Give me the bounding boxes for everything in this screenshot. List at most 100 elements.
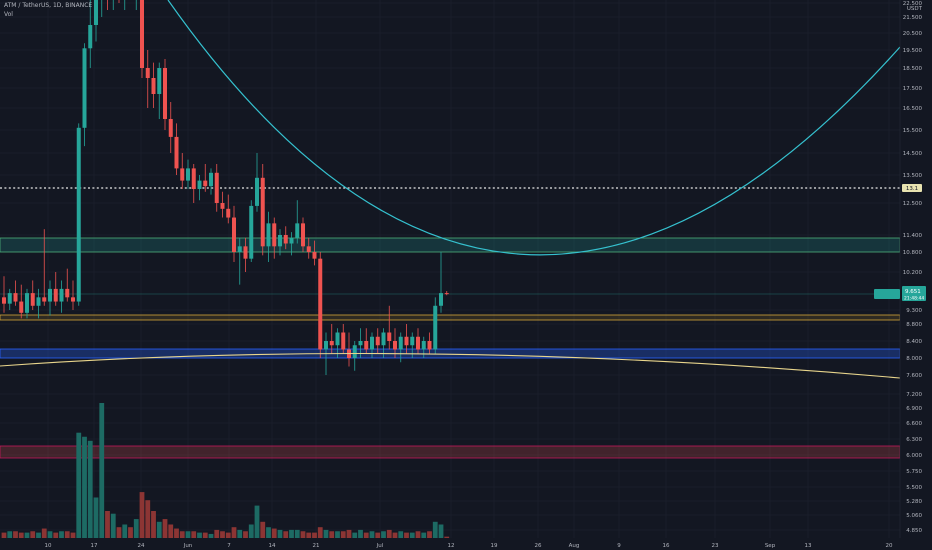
volume-bars: [1, 403, 450, 538]
candle-body: [76, 127, 81, 302]
candle: [2, 276, 6, 313]
candle: [347, 332, 351, 367]
time-tick-label: 14: [269, 543, 276, 549]
volume-bar: [59, 531, 64, 538]
volume-bar: [133, 519, 139, 538]
dotted-level-pill-text: 13.1: [906, 186, 918, 192]
volume-bar: [208, 533, 214, 538]
chart-legend: ATM / TetherUS, 1D, BINANCE Vol: [4, 1, 92, 19]
volume-bar: [283, 531, 289, 538]
volume-bar: [47, 531, 53, 538]
candle-body: [278, 235, 282, 247]
candle-body: [180, 168, 185, 181]
candle-body: [381, 332, 386, 346]
price-tick-label: 8.000: [906, 356, 922, 362]
volume-label[interactable]: Vol: [4, 11, 13, 18]
volume-bar: [70, 532, 76, 538]
time-tick-label: Jun: [183, 543, 193, 549]
time-axis[interactable]: 10 17 24 Jun 7 14 21 Jul 12 19 26 Aug 9 16 23 Sep 13 20: [0, 538, 932, 550]
candle-body: [203, 180, 208, 187]
candle-body: [444, 293, 449, 295]
candle: [329, 324, 334, 354]
candle-body: [48, 288, 52, 302]
price-tick-label: 7.200: [906, 392, 922, 398]
candle-body: [145, 68, 150, 78]
candle: [197, 175, 202, 201]
candle-body: [237, 246, 242, 252]
candle: [118, 0, 120, 3]
dotted-level-pill: [902, 184, 922, 192]
price-tick-label: 22.500: [903, 1, 923, 7]
volume-bar: [404, 532, 409, 538]
candle-body: [387, 332, 392, 341]
candle-body: [272, 223, 277, 247]
time-tick-label: 10: [45, 543, 52, 549]
candle-body: [410, 336, 415, 346]
candle: [186, 159, 190, 189]
volume-bar: [421, 532, 427, 538]
time-tick-label: Jul: [376, 543, 384, 549]
volume-bar: [248, 524, 254, 538]
volume-bar: [191, 531, 197, 538]
candle-body: [318, 258, 323, 350]
volume-bar: [64, 531, 70, 538]
price-axis[interactable]: USDT 22.500 21.500 20.500 19.500 18.500 17.50…: [899, 0, 932, 550]
price-tick-label: 5.060: [906, 513, 922, 519]
candle-body: [2, 297, 6, 304]
volume-bar: [36, 532, 41, 538]
volume-bar: [300, 531, 306, 538]
candle-body: [335, 332, 340, 346]
candle-body: [398, 336, 403, 350]
volume-bar: [329, 531, 335, 538]
candle-body: [260, 177, 265, 247]
time-tick-label: 17: [91, 543, 98, 549]
candle: [191, 164, 196, 203]
volume-bar: [260, 521, 266, 538]
candles: [2, 0, 449, 375]
candle-body: [249, 205, 254, 259]
candle-body: [140, 0, 144, 68]
candle-body: [364, 341, 369, 350]
candle-body: [25, 293, 29, 313]
time-tick-label: 23: [712, 543, 719, 549]
volume-bar: [306, 532, 312, 538]
volume-bar: [444, 536, 450, 538]
last-price-pill: [902, 286, 926, 301]
candle-body: [301, 223, 305, 247]
candle: [272, 217, 277, 259]
volume-bar: [323, 529, 329, 538]
volume-bar: [99, 403, 105, 538]
volume-bar: [225, 532, 231, 538]
volume-bar: [174, 528, 179, 538]
candle-body: [59, 288, 64, 302]
candle-body: [306, 246, 311, 252]
volume-bar: [105, 511, 110, 538]
candle-body: [88, 25, 93, 49]
candle-body: [283, 235, 288, 244]
volume-bar: [432, 521, 438, 538]
candle-body: [266, 223, 271, 247]
candle: [255, 153, 259, 212]
volume-bar: [156, 521, 162, 538]
candle: [439, 252, 443, 313]
price-tick-label: 5.750: [906, 469, 922, 475]
volume-bar: [409, 532, 415, 538]
symbol-title[interactable]: ATM / TetherUS, 1D, BINANCE: [4, 2, 93, 9]
price-axis-unit: USDT: [907, 6, 923, 12]
candle-body: [232, 217, 236, 252]
candle: [30, 280, 35, 310]
candle-body: [36, 297, 41, 306]
candle-body: [168, 119, 173, 137]
time-tick-label: 7: [227, 543, 231, 549]
candle: [65, 268, 70, 302]
candle-body: [94, 0, 98, 25]
time-tick-label: 12: [448, 543, 455, 549]
candle-body: [289, 237, 294, 244]
price-tick-label: 6.900: [906, 406, 922, 412]
candle: [283, 226, 288, 250]
candle-body: [220, 203, 225, 209]
volume-bar: [346, 529, 352, 538]
candle: [140, 0, 144, 78]
